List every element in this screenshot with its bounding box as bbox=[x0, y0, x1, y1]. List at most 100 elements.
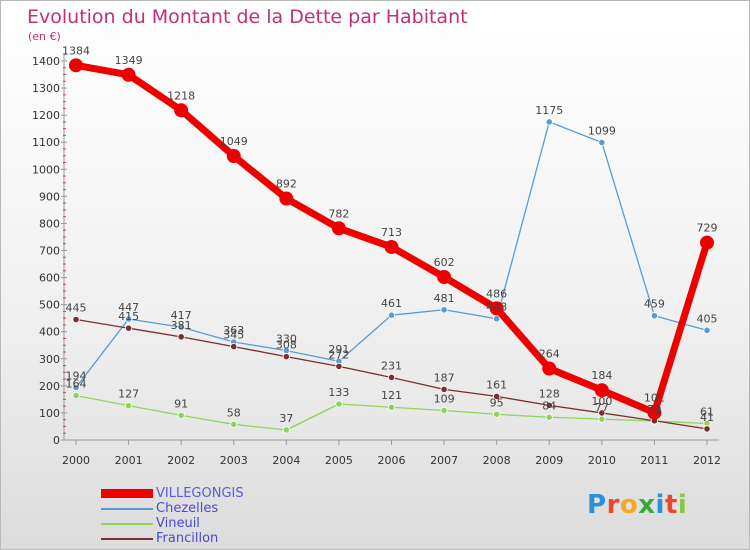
data-label: 77 bbox=[595, 401, 609, 414]
x-tick-label: 2002 bbox=[167, 454, 195, 467]
data-label: 461 bbox=[381, 297, 402, 310]
data-label: 602 bbox=[434, 256, 455, 269]
x-tick-label: 2006 bbox=[378, 454, 406, 467]
y-tick-label: 1400 bbox=[32, 55, 60, 68]
data-point bbox=[598, 409, 606, 417]
data-label: 1384 bbox=[62, 44, 90, 57]
data-label: 729 bbox=[697, 222, 718, 235]
data-label: 95 bbox=[490, 396, 504, 409]
data-point bbox=[279, 191, 294, 206]
data-point bbox=[69, 58, 83, 73]
data-label: 61 bbox=[700, 405, 714, 418]
data-label: 70 bbox=[647, 403, 661, 416]
data-point bbox=[282, 353, 290, 361]
data-label: 308 bbox=[276, 339, 297, 352]
data-label: 448 bbox=[486, 301, 507, 314]
data-point bbox=[437, 270, 452, 285]
data-label: 164 bbox=[66, 378, 87, 391]
data-point bbox=[542, 361, 557, 376]
brand-letter: i bbox=[655, 490, 665, 520]
data-point bbox=[703, 326, 711, 334]
data-label: 447 bbox=[118, 301, 139, 314]
data-point bbox=[230, 420, 238, 428]
data-label: 128 bbox=[539, 387, 560, 400]
series-line-chezelles bbox=[75, 121, 708, 389]
legend-swatch bbox=[101, 489, 153, 498]
data-label: 481 bbox=[434, 292, 455, 305]
data-label: 345 bbox=[223, 329, 244, 342]
data-label: 84 bbox=[542, 399, 556, 412]
data-point bbox=[440, 306, 448, 314]
data-point bbox=[335, 362, 343, 370]
data-label: 91 bbox=[174, 397, 188, 410]
brand-letter: x bbox=[638, 490, 656, 520]
y-tick-label: 0 bbox=[53, 434, 60, 447]
data-point bbox=[335, 400, 343, 408]
legend-item: VILLEGONGIS bbox=[101, 486, 244, 501]
data-label: 127 bbox=[118, 388, 139, 401]
data-point bbox=[72, 383, 80, 392]
data-point bbox=[124, 324, 133, 332]
brand-letter: o bbox=[619, 490, 639, 520]
data-label: 121 bbox=[381, 389, 402, 402]
data-point bbox=[72, 392, 80, 400]
data-point bbox=[177, 333, 185, 341]
data-label: 1349 bbox=[115, 54, 143, 67]
y-tick-label: 600 bbox=[39, 272, 60, 285]
x-tick-label: 2009 bbox=[535, 454, 563, 467]
data-point bbox=[72, 315, 80, 324]
brand-letter: t bbox=[664, 490, 678, 520]
x-tick-label: 2001 bbox=[115, 454, 143, 467]
y-tick-label: 900 bbox=[39, 190, 60, 203]
legend-item: Vineuil bbox=[101, 516, 244, 531]
data-point bbox=[647, 405, 662, 420]
x-tick-label: 2000 bbox=[62, 454, 90, 467]
data-label: 782 bbox=[328, 207, 349, 220]
data-label: 486 bbox=[486, 287, 507, 300]
data-label: 1218 bbox=[167, 89, 195, 102]
data-label: 264 bbox=[539, 348, 560, 361]
legend: VILLEGONGIS Chezelles Vineuil Francillon bbox=[101, 486, 244, 546]
data-label: 187 bbox=[434, 371, 455, 384]
legend-item: Francillon bbox=[101, 531, 244, 546]
y-tick-label: 400 bbox=[39, 326, 60, 339]
data-label: 1049 bbox=[220, 135, 248, 148]
data-label: 381 bbox=[171, 319, 192, 332]
data-label: 1099 bbox=[588, 124, 616, 137]
x-tick-label: 2003 bbox=[220, 454, 248, 467]
y-tick-label: 1200 bbox=[32, 109, 60, 122]
data-label: 101 bbox=[644, 392, 665, 405]
data-label: 363 bbox=[223, 324, 244, 337]
data-point bbox=[174, 103, 189, 118]
data-label: 291 bbox=[328, 343, 349, 356]
y-tick-label: 1000 bbox=[32, 163, 60, 176]
data-point bbox=[121, 67, 136, 82]
y-axis-unit: (en €) bbox=[28, 30, 61, 43]
y-tick-label: 800 bbox=[39, 217, 60, 230]
legend-swatch bbox=[101, 537, 153, 540]
data-label: 892 bbox=[276, 178, 297, 191]
y-tick-label: 100 bbox=[39, 407, 60, 420]
data-point bbox=[440, 385, 448, 393]
y-tick-label: 1100 bbox=[32, 136, 60, 149]
data-label: 184 bbox=[591, 369, 612, 382]
data-label: 272 bbox=[328, 348, 349, 361]
data-label: 58 bbox=[227, 406, 241, 419]
data-label: 133 bbox=[328, 386, 349, 399]
legend-swatch bbox=[101, 522, 153, 525]
data-label: 713 bbox=[381, 226, 402, 239]
x-tick-label: 2008 bbox=[483, 454, 511, 467]
data-label: 459 bbox=[644, 298, 665, 311]
data-point bbox=[545, 413, 553, 421]
x-tick-label: 2005 bbox=[325, 454, 353, 467]
data-point bbox=[226, 149, 241, 164]
y-tick-label: 1300 bbox=[32, 82, 60, 95]
data-point bbox=[177, 323, 185, 331]
data-point bbox=[650, 312, 659, 320]
legend-label: Chezelles bbox=[156, 500, 219, 516]
data-point bbox=[493, 410, 501, 418]
data-point bbox=[598, 138, 606, 147]
data-point bbox=[703, 425, 711, 433]
